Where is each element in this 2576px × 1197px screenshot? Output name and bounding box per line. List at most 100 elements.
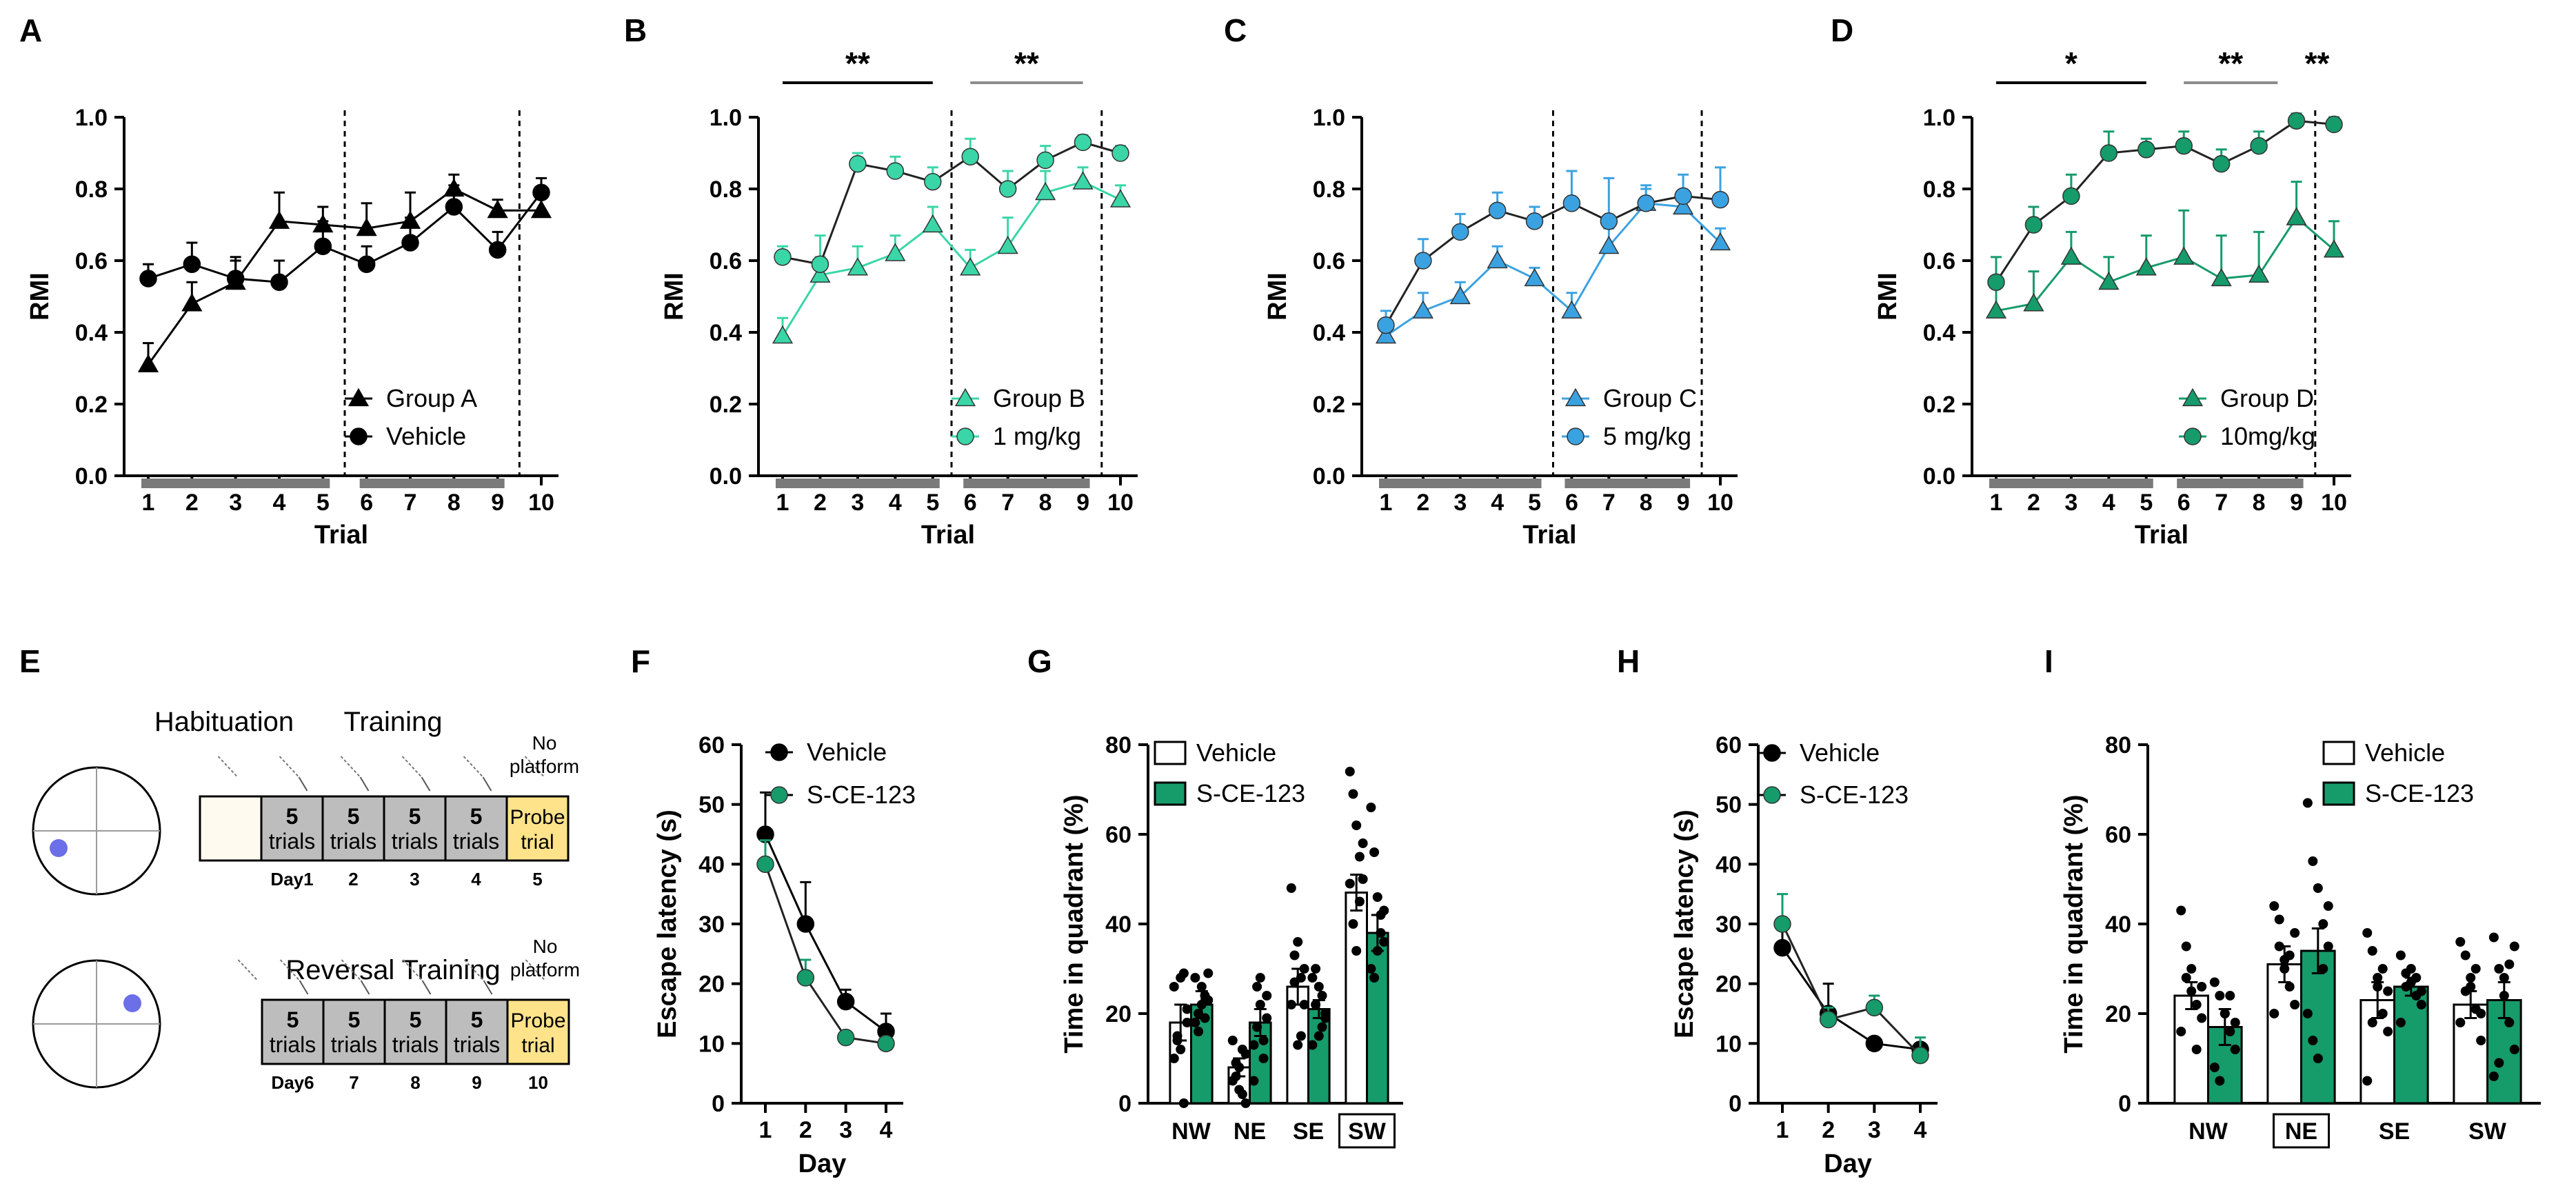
- individual-point: [2225, 991, 2235, 1000]
- significance-stars: *: [2065, 46, 2077, 81]
- series-1: [139, 177, 550, 291]
- data-point: [357, 255, 376, 273]
- individual-point: [2395, 950, 2406, 960]
- individual-point: [2509, 941, 2519, 952]
- y-tick-label: 0: [2118, 1091, 2131, 1117]
- y-tick-label: 0.6: [1923, 248, 1955, 274]
- data-point: [401, 234, 419, 252]
- individual-point: [2466, 982, 2476, 992]
- legend: Group C 5 mg/kg: [1562, 384, 1697, 450]
- trial-box-label: trials: [454, 1032, 501, 1057]
- y-tick-label: 0: [1118, 1091, 1131, 1117]
- x-tick-label: NE: [2285, 1118, 2317, 1145]
- data-point: [2137, 141, 2155, 159]
- y-tick-label: 80: [1105, 732, 1131, 758]
- individual-point: [2395, 1018, 2406, 1027]
- individual-point: [2186, 986, 2197, 996]
- individual-point: [2476, 1036, 2486, 1045]
- individual-point: [1196, 982, 1207, 992]
- individual-point: [1348, 919, 1358, 929]
- individual-point: [2455, 1018, 2466, 1027]
- individual-point: [2494, 964, 2504, 974]
- legend: Vehicle S-CE-123: [1758, 738, 1909, 809]
- individual-point: [1348, 789, 1358, 799]
- series-line: [1995, 216, 2335, 312]
- individual-point: [2401, 982, 2411, 992]
- panel-label: A: [19, 12, 42, 48]
- y-tick-label: 60: [698, 732, 725, 758]
- data-point: [885, 243, 906, 261]
- individual-point: [1366, 964, 1376, 974]
- individual-point: [2186, 964, 2197, 974]
- y-tick-label: 1.0: [1313, 105, 1345, 131]
- x-tick-label: 8: [2253, 490, 2266, 516]
- data-point: [2100, 144, 2118, 162]
- individual-point: [2504, 1018, 2515, 1027]
- y-tick-label: 0.2: [75, 392, 108, 418]
- individual-point: [2284, 982, 2295, 992]
- legend-label: Group D: [2220, 384, 2314, 412]
- legend-label: Group C: [1603, 384, 1697, 412]
- individual-point: [1289, 950, 1300, 960]
- legend-marker: [1763, 744, 1781, 762]
- legend-label: Vehicle: [386, 422, 466, 450]
- data-point: [847, 257, 868, 276]
- individual-point: [1379, 905, 1389, 916]
- individual-point: [1307, 973, 1318, 983]
- data-point: [1600, 212, 1618, 230]
- data-point: [2024, 216, 2043, 234]
- y-tick-label: 1.0: [75, 105, 108, 131]
- individual-point: [2323, 901, 2333, 911]
- individual-point: [2373, 982, 2383, 992]
- data-point: [2287, 112, 2306, 130]
- x-axis-label: Trial: [314, 521, 368, 550]
- series-line: [764, 834, 887, 1033]
- series-1: [1773, 893, 1929, 1065]
- legend-label: Vehicle: [1800, 738, 1880, 767]
- individual-point: [2313, 1054, 2323, 1063]
- individual-point: [1249, 1040, 1259, 1050]
- individual-point: [1255, 973, 1265, 983]
- y-tick-label: 0.8: [1313, 177, 1345, 203]
- day-label: Day6: [271, 1072, 314, 1093]
- syringe-icon: [401, 756, 423, 778]
- individual-point: [1307, 1040, 1318, 1050]
- syringe-needle-icon: [421, 776, 431, 792]
- x-tick-label: 1: [1380, 490, 1393, 516]
- legend-marker: [770, 786, 788, 804]
- data-point: [1709, 232, 1731, 251]
- individual-point: [1366, 803, 1376, 812]
- data-point: [183, 255, 201, 273]
- y-tick-label: 60: [1105, 822, 1131, 848]
- bar: [1307, 1008, 1331, 1105]
- y-tick-label: 0.4: [1313, 320, 1345, 346]
- data-point: [849, 154, 867, 173]
- data-point: [1072, 171, 1094, 190]
- trial-box-label: trials: [392, 829, 439, 854]
- y-tick-label: 0.8: [710, 177, 742, 203]
- individual-point: [1354, 852, 1365, 862]
- trial-box: [383, 795, 447, 862]
- individual-point: [1376, 928, 1386, 938]
- x-axis-label: Trial: [1522, 521, 1576, 550]
- trial-box-label: trials: [270, 1032, 316, 1057]
- individual-point: [1286, 1000, 1296, 1009]
- no-platform-label: No: [532, 732, 557, 754]
- series-0: [772, 166, 1131, 344]
- panel-label: G: [1027, 643, 1052, 679]
- individual-point: [2215, 1076, 2225, 1086]
- individual-point: [1289, 977, 1300, 987]
- individual-point: [2377, 1009, 2388, 1018]
- data-point: [487, 199, 508, 219]
- trial-box: [383, 998, 447, 1065]
- trial-box-label: trials: [269, 829, 316, 854]
- data-point: [1598, 235, 1620, 254]
- individual-point: [2215, 991, 2225, 1000]
- day-label: 9: [472, 1072, 481, 1093]
- individual-point: [1299, 964, 1309, 974]
- individual-point: [2383, 986, 2393, 996]
- trial-box: [321, 795, 385, 862]
- individual-point: [2209, 1063, 2220, 1072]
- x-axis-label: Day: [1824, 1149, 1872, 1178]
- trial-box-label: 5: [409, 804, 421, 829]
